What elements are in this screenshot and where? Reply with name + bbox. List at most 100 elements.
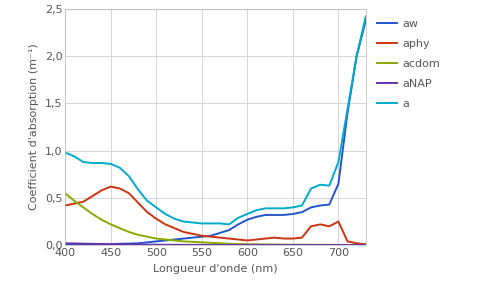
aphy (308, 225, 314, 228)
aphy (99, 189, 105, 192)
aw (217, 231, 223, 235)
acdom (108, 222, 114, 226)
acdom (144, 235, 150, 239)
acdom (254, 242, 260, 246)
aNAP (272, 243, 278, 247)
aNAP (299, 243, 305, 247)
aw (263, 213, 269, 217)
a (363, 15, 369, 18)
aNAP (345, 243, 351, 247)
a (199, 222, 205, 225)
a (117, 166, 123, 170)
aphy (180, 230, 186, 234)
aNAP (208, 243, 214, 247)
Line: acdom: acdom (65, 193, 366, 245)
aphy (281, 237, 287, 240)
acdom (190, 240, 196, 244)
acdom (326, 243, 332, 247)
aphy (272, 236, 278, 239)
a (299, 204, 305, 207)
aNAP (263, 243, 269, 247)
acdom (99, 218, 105, 222)
aNAP (290, 243, 296, 247)
aphy (217, 236, 223, 239)
a (153, 206, 159, 209)
aw (244, 218, 250, 222)
aNAP (317, 243, 323, 247)
a (108, 162, 114, 166)
aw (190, 236, 196, 239)
aw (199, 235, 205, 239)
aw (308, 206, 314, 209)
aNAP (153, 243, 159, 246)
aw (326, 203, 332, 206)
a (90, 161, 96, 165)
a (135, 188, 141, 191)
a (217, 222, 223, 225)
a (281, 207, 287, 210)
aNAP (226, 243, 232, 247)
aphy (90, 194, 96, 198)
aw (363, 19, 369, 22)
aw (354, 54, 360, 58)
a (345, 107, 351, 111)
aphy (126, 191, 132, 195)
aNAP (90, 242, 96, 246)
aNAP (354, 243, 360, 247)
aw (99, 242, 105, 246)
aw (235, 222, 241, 226)
acdom (235, 242, 241, 246)
acdom (153, 237, 159, 240)
aNAP (117, 242, 123, 246)
a (308, 187, 314, 190)
aNAP (363, 243, 369, 247)
aw (254, 215, 260, 219)
acdom (180, 239, 186, 243)
aw (281, 213, 287, 217)
aNAP (126, 242, 132, 246)
a (317, 183, 323, 187)
aNAP (254, 243, 260, 247)
aphy (254, 238, 260, 241)
aw (126, 242, 132, 245)
a (162, 212, 168, 216)
acdom (363, 243, 369, 247)
aNAP (144, 243, 150, 246)
aphy (135, 201, 141, 205)
a (71, 155, 77, 158)
aphy (263, 237, 269, 240)
acdom (199, 241, 205, 244)
acdom (71, 199, 77, 202)
aphy (290, 237, 296, 240)
acdom (126, 230, 132, 234)
aw (299, 210, 305, 214)
aphy (354, 242, 360, 245)
acdom (272, 243, 278, 246)
aw (90, 242, 96, 246)
acdom (90, 212, 96, 216)
acdom (308, 243, 314, 247)
a (272, 207, 278, 210)
aNAP (335, 243, 341, 247)
aw (144, 241, 150, 244)
a (226, 222, 232, 226)
aNAP (108, 242, 114, 246)
a (99, 161, 105, 165)
aw (290, 212, 296, 216)
aNAP (217, 243, 223, 247)
aw (272, 213, 278, 217)
aw (180, 237, 186, 240)
acdom (299, 243, 305, 246)
aNAP (244, 243, 250, 247)
aphy (345, 239, 351, 243)
aNAP (171, 243, 177, 247)
acdom (62, 191, 68, 195)
aNAP (162, 243, 168, 247)
aphy (363, 242, 369, 246)
aNAP (135, 243, 141, 246)
acdom (317, 243, 323, 247)
a (171, 217, 177, 221)
aw (62, 243, 68, 246)
aw (117, 242, 123, 245)
acdom (281, 243, 287, 246)
